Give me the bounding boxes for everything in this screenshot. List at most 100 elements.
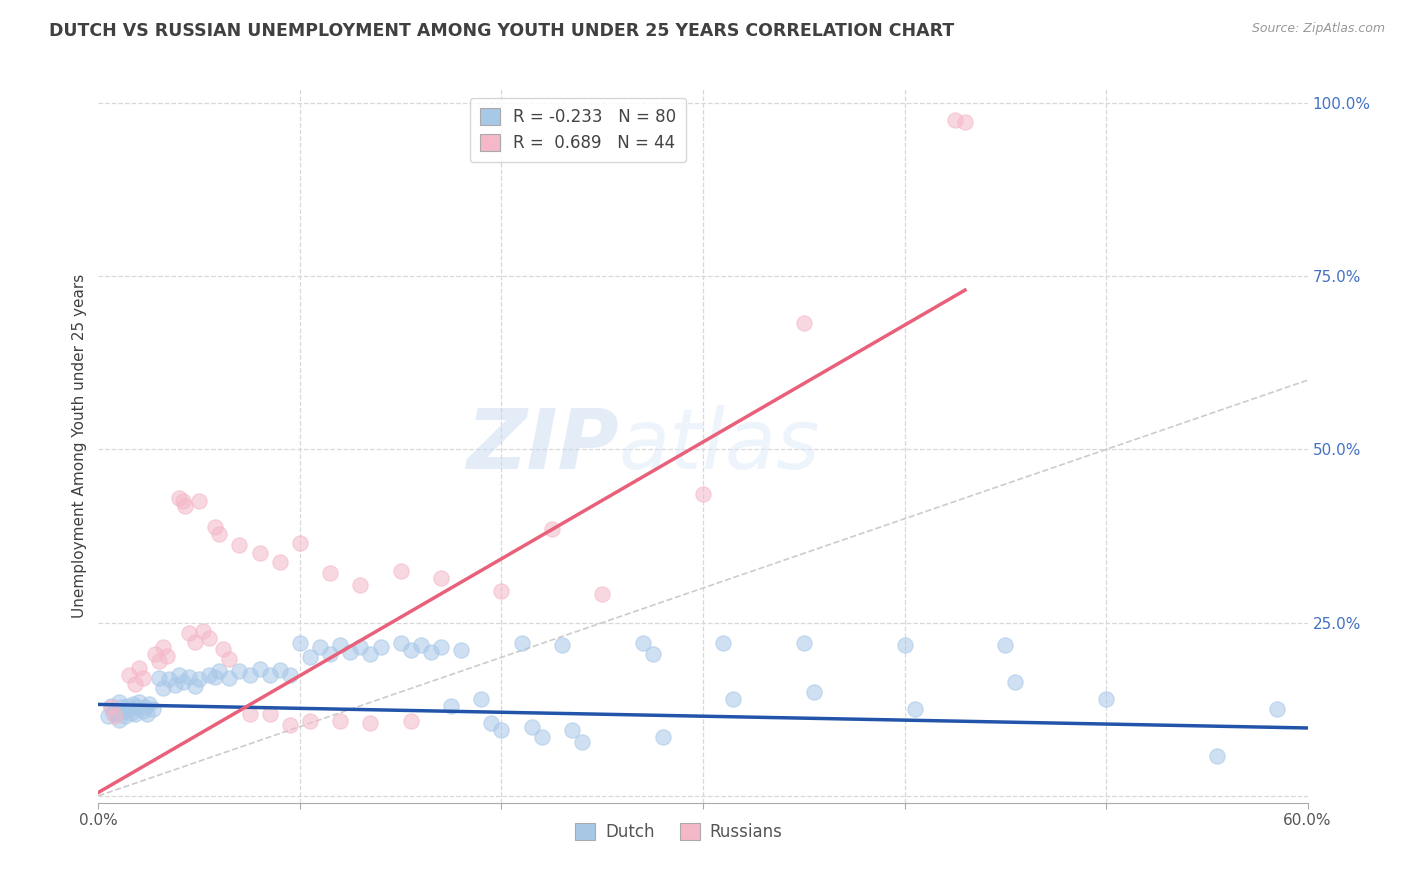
Point	[101, 706, 124, 720]
Point	[711, 636, 734, 650]
Point	[409, 638, 432, 652]
Point	[239, 667, 262, 681]
Point	[430, 571, 453, 585]
Point	[125, 700, 148, 714]
Point	[319, 647, 342, 661]
Point	[103, 709, 125, 723]
Point	[278, 718, 301, 732]
Point	[115, 698, 138, 713]
Point	[349, 640, 371, 654]
Point	[218, 651, 240, 665]
Point	[571, 735, 593, 749]
Point	[249, 662, 271, 676]
Point	[172, 494, 194, 508]
Point	[510, 636, 533, 650]
Point	[470, 691, 492, 706]
Point	[157, 673, 180, 687]
Point	[1095, 691, 1118, 706]
Point	[399, 643, 422, 657]
Point	[198, 667, 221, 681]
Point	[132, 704, 155, 718]
Point	[132, 671, 155, 685]
Point	[103, 702, 125, 716]
Y-axis label: Unemployment Among Youth under 25 years: Unemployment Among Youth under 25 years	[72, 274, 87, 618]
Point	[218, 671, 240, 685]
Point	[360, 647, 382, 661]
Point	[259, 667, 281, 681]
Point	[329, 714, 352, 728]
Point	[953, 115, 976, 129]
Point	[540, 522, 562, 536]
Point	[692, 487, 714, 501]
Point	[208, 527, 231, 541]
Point	[184, 680, 207, 694]
Point	[148, 671, 170, 685]
Point	[299, 650, 322, 665]
Point	[440, 698, 463, 713]
Point	[172, 674, 194, 689]
Point	[156, 648, 179, 663]
Point	[269, 555, 291, 569]
Point	[105, 707, 128, 722]
Point	[491, 723, 513, 737]
Point	[163, 678, 186, 692]
Point	[138, 698, 160, 712]
Point	[269, 663, 291, 677]
Point	[239, 707, 262, 722]
Text: Source: ZipAtlas.com: Source: ZipAtlas.com	[1251, 22, 1385, 36]
Point	[278, 667, 301, 681]
Point	[389, 636, 412, 650]
Point	[179, 626, 201, 640]
Point	[188, 494, 211, 508]
Point	[228, 538, 250, 552]
Point	[793, 317, 815, 331]
Point	[100, 698, 122, 713]
Point	[339, 645, 361, 659]
Point	[212, 642, 235, 657]
Point	[208, 664, 231, 678]
Point	[329, 638, 352, 652]
Point	[188, 673, 211, 687]
Point	[259, 707, 281, 722]
Point	[128, 695, 150, 709]
Point	[198, 631, 221, 645]
Point	[420, 645, 443, 659]
Point	[389, 564, 412, 578]
Point	[179, 670, 201, 684]
Point	[107, 695, 129, 709]
Point	[120, 706, 142, 720]
Point	[100, 700, 122, 714]
Point	[110, 700, 132, 714]
Point	[943, 113, 966, 128]
Point	[249, 546, 271, 560]
Point	[174, 500, 197, 514]
Point	[143, 647, 166, 661]
Point	[530, 730, 553, 744]
Point	[167, 667, 190, 681]
Point	[904, 702, 927, 716]
Point	[1004, 674, 1026, 689]
Point	[152, 640, 174, 654]
Point	[97, 709, 120, 723]
Point	[111, 704, 134, 718]
Point	[370, 640, 392, 654]
Point	[148, 654, 170, 668]
Point	[107, 713, 129, 727]
Point	[491, 584, 513, 599]
Point	[118, 702, 141, 716]
Point	[309, 640, 332, 654]
Point	[349, 577, 371, 591]
Legend: Dutch, Russians: Dutch, Russians	[568, 816, 789, 848]
Point	[399, 714, 422, 728]
Point	[641, 647, 664, 661]
Point	[128, 661, 150, 675]
Point	[994, 638, 1017, 652]
Point	[121, 698, 143, 712]
Point	[167, 491, 190, 505]
Point	[204, 670, 226, 684]
Point	[204, 520, 226, 534]
Point	[228, 664, 250, 678]
Point	[430, 640, 453, 654]
Point	[551, 638, 574, 652]
Point	[793, 636, 815, 650]
